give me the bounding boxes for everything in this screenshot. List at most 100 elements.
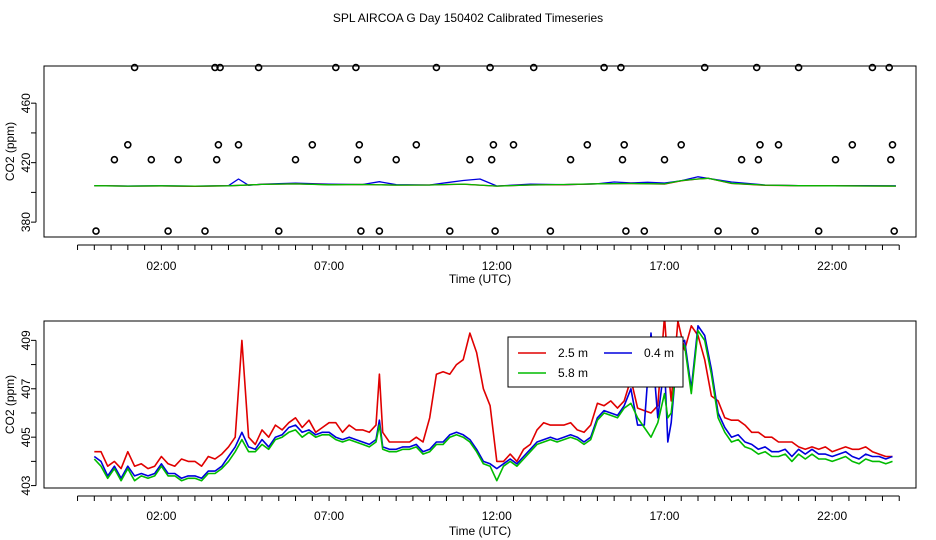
legend-label: 0.4 m bbox=[644, 346, 674, 360]
plot-area bbox=[93, 321, 893, 482]
legend-label: 2.5 m bbox=[558, 346, 588, 360]
calibration-point bbox=[622, 227, 630, 235]
calibration-point bbox=[254, 63, 263, 72]
series-line-5-8-m bbox=[94, 177, 896, 187]
calibration-point bbox=[432, 63, 441, 72]
calibration-point bbox=[660, 155, 669, 164]
x-tick-label: 12:00 bbox=[482, 259, 512, 273]
calibration-point bbox=[890, 227, 899, 235]
calibration-point bbox=[147, 155, 156, 164]
y-tick-label: 403 bbox=[19, 475, 33, 495]
calibration-point bbox=[886, 155, 895, 164]
calibration-point bbox=[752, 63, 761, 72]
y-tick-label: 460 bbox=[19, 93, 33, 113]
series-line-2-5-m bbox=[94, 321, 893, 470]
top-panel: 02:00 07:00 12:00 17:00 22:00 Time (UTC) 380 42… bbox=[3, 63, 917, 286]
calibration-point bbox=[677, 141, 686, 149]
calibration-point bbox=[110, 155, 119, 164]
calibration-point bbox=[794, 63, 803, 72]
calibration-point bbox=[212, 155, 221, 164]
calibration-point bbox=[164, 227, 172, 235]
calibration-point bbox=[445, 227, 454, 235]
calibration-point bbox=[392, 155, 401, 164]
calibration-point bbox=[737, 155, 746, 164]
calibration-point bbox=[92, 227, 100, 235]
calibration-point bbox=[885, 63, 894, 72]
calibration-point bbox=[353, 155, 362, 164]
plot-frame bbox=[43, 320, 917, 489]
x-tick-label: 17:00 bbox=[649, 259, 679, 273]
x-tick-label: 17:00 bbox=[649, 509, 679, 523]
calibration-point bbox=[174, 155, 182, 164]
calibration-point bbox=[466, 155, 474, 164]
y-tick-label: 409 bbox=[19, 330, 33, 350]
calibration-point bbox=[352, 63, 360, 72]
calibration-point bbox=[714, 227, 722, 235]
calibration-point bbox=[489, 141, 498, 149]
calibration-point bbox=[201, 227, 209, 235]
x-tick-label: 02:00 bbox=[146, 509, 176, 523]
y-tick-label: 407 bbox=[19, 378, 33, 398]
figure-title: SPL AIRCOA G Day 150402 Calibrated Times… bbox=[333, 11, 603, 25]
calibration-point bbox=[216, 63, 224, 72]
legend: 2.5 m 0.4 m 5.8 m bbox=[507, 336, 684, 388]
series-line-0-4-m bbox=[93, 325, 893, 480]
x-axis-label: Time (UTC) bbox=[449, 524, 511, 538]
calibration-point bbox=[491, 227, 499, 235]
calibration-point bbox=[357, 227, 365, 235]
calibration-point bbox=[355, 141, 364, 149]
x-tick-label: 02:00 bbox=[146, 259, 176, 273]
calibration-point bbox=[566, 155, 575, 164]
x-tick-label: 07:00 bbox=[314, 259, 344, 273]
calibration-point bbox=[848, 141, 857, 149]
calibration-point bbox=[211, 63, 219, 72]
calibration-point bbox=[751, 227, 759, 235]
calibration-point bbox=[583, 141, 592, 149]
calibration-point bbox=[291, 155, 300, 164]
x-tick-label: 07:00 bbox=[314, 509, 344, 523]
calibration-point bbox=[617, 63, 625, 72]
legend-label: 5.8 m bbox=[558, 366, 588, 380]
calibration-point bbox=[487, 155, 496, 164]
calibration-point bbox=[124, 141, 132, 149]
bottom-panel: 02:00 07:00 12:00 17:00 22:00 Time (UTC) 403 40… bbox=[3, 320, 917, 538]
calibration-point bbox=[331, 63, 340, 72]
calibration-point bbox=[412, 141, 421, 149]
y-tick-label: 420 bbox=[19, 152, 33, 172]
y-axis-label: CO2 (ppm) bbox=[3, 122, 17, 181]
y-tick-label: 405 bbox=[19, 427, 33, 447]
calibration-point bbox=[774, 141, 783, 149]
x-tick-label: 22:00 bbox=[817, 509, 847, 523]
x-tick-label: 12:00 bbox=[482, 509, 512, 523]
legend-box bbox=[507, 336, 684, 388]
calibration-point bbox=[486, 63, 494, 72]
calibration-point bbox=[234, 141, 243, 149]
y-axis-label: CO2 (ppm) bbox=[3, 375, 17, 434]
x-axis-label: Time (UTC) bbox=[449, 272, 511, 286]
calibration-point bbox=[618, 155, 627, 164]
calibration-point bbox=[600, 63, 608, 72]
y-tick-label: 380 bbox=[19, 212, 33, 232]
series-line-5-8-m bbox=[93, 329, 893, 482]
calibration-point bbox=[814, 227, 823, 235]
calibration-point bbox=[509, 141, 518, 149]
calibration-point bbox=[130, 63, 139, 72]
calibration-point bbox=[529, 63, 538, 72]
calibration-point bbox=[308, 141, 317, 149]
calibration-point bbox=[375, 227, 384, 235]
calibration-point bbox=[754, 155, 763, 164]
calibration-point bbox=[640, 227, 649, 235]
calibration-point bbox=[546, 227, 555, 235]
x-tick-label: 22:00 bbox=[817, 259, 847, 273]
calibration-point bbox=[214, 141, 223, 149]
calibration-point bbox=[700, 63, 709, 72]
calibration-point bbox=[868, 63, 877, 72]
calibration-point bbox=[756, 141, 764, 149]
calibration-point bbox=[620, 141, 629, 149]
calibration-point bbox=[888, 141, 897, 149]
plot-frame bbox=[43, 65, 917, 238]
calibration-point bbox=[831, 155, 840, 164]
plot-area bbox=[94, 176, 896, 187]
calibration-point bbox=[274, 227, 283, 235]
